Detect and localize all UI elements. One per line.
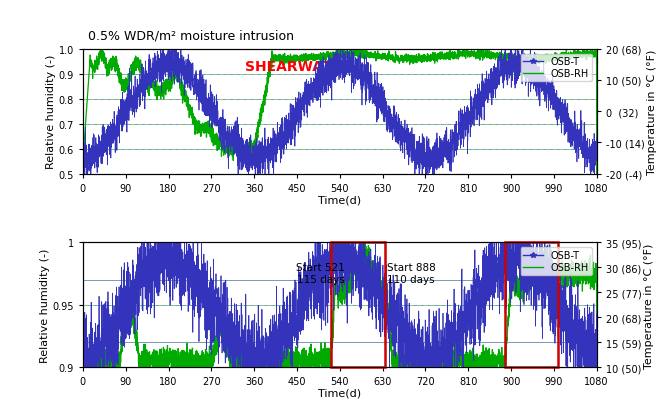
Legend: OSB-T, OSB-RH: OSB-T, OSB-RH (520, 248, 592, 275)
Bar (331, 243, 385, 368)
X-axis label: Time(d): Time(d) (318, 388, 361, 398)
Legend: OSB-T, OSB-RH: OSB-T, OSB-RH (520, 55, 592, 82)
X-axis label: Time(d): Time(d) (318, 195, 361, 204)
Y-axis label: Temperature in °C (°F): Temperature in °C (°F) (644, 243, 654, 368)
Text: SHEARWATER: SHEARWATER (245, 59, 352, 74)
Y-axis label: Temperature in °C (°F): Temperature in °C (°F) (647, 50, 657, 174)
Text: 0.5% WDR/m² moisture intrusion: 0.5% WDR/m² moisture intrusion (88, 29, 294, 42)
Y-axis label: Relative humidity (-): Relative humidity (-) (40, 248, 50, 362)
Y-axis label: Relative humidity (-): Relative humidity (-) (46, 55, 56, 169)
Bar (505, 243, 558, 368)
Text: Start 888
110 days: Start 888 110 days (387, 263, 436, 285)
Text: Start 521
115 days: Start 521 115 days (296, 263, 345, 285)
